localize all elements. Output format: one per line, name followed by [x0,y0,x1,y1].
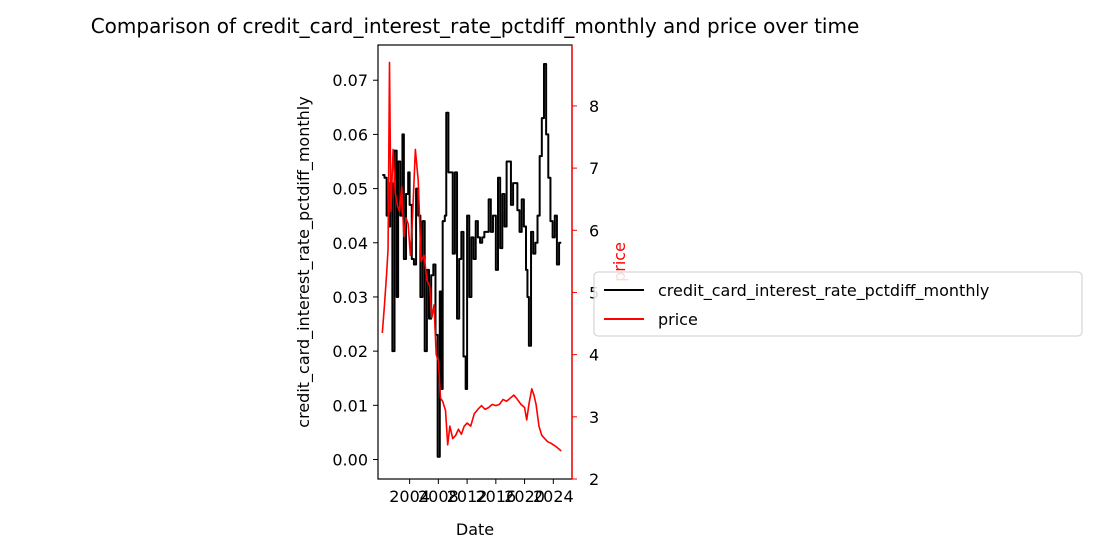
legend-frame [593,271,1083,337]
y-left-tick-label: 0.04 [332,234,368,253]
x-tick-label: 2016 [475,487,516,506]
plot-area [377,44,573,480]
y-left-tick-label: 0.01 [332,396,368,415]
y-left-tick-label: 0.05 [332,180,368,199]
y-axis-left: 0.00 0.01 0.02 0.03 0.04 0.05 0.06 0.07 [332,71,378,469]
chart-title: Comparison of credit_card_interest_rate_… [91,14,860,38]
y-left-tick-label: 0.07 [332,71,368,90]
legend-label-price: price [658,310,698,329]
y-left-tick-label: 0.00 [332,450,368,469]
y-right-tick-label: 4 [589,346,599,365]
legend-label-rate: credit_card_interest_rate_pctdiff_monthl… [658,281,989,301]
x-tick-label: 2012 [447,487,488,506]
series-line-rate [382,62,562,458]
y-left-tick-label: 0.03 [332,288,368,307]
y-axis-left-label: credit_card_interest_rate_pctdiff_monthl… [294,96,314,427]
y-right-tick-label: 7 [589,159,599,178]
x-tick-label: 2004 [389,487,430,506]
x-axis-label: Date [456,520,494,539]
x-tick-label: 2024 [533,487,574,506]
y-left-tick-label: 0.02 [332,342,368,361]
x-tick-label: 2008 [418,487,459,506]
y-right-tick-label: 8 [589,97,599,116]
y-right-tick-label: 6 [589,221,599,240]
y-right-tick-label: 3 [589,408,599,427]
y-right-tick-label: 2 [589,470,599,489]
x-tick-label: 2020 [504,487,545,506]
legend: credit_card_interest_rate_pctdiff_monthl… [593,271,1083,337]
series-line-price [381,61,562,452]
series-layer [381,61,562,458]
y-left-tick-label: 0.06 [332,125,368,144]
